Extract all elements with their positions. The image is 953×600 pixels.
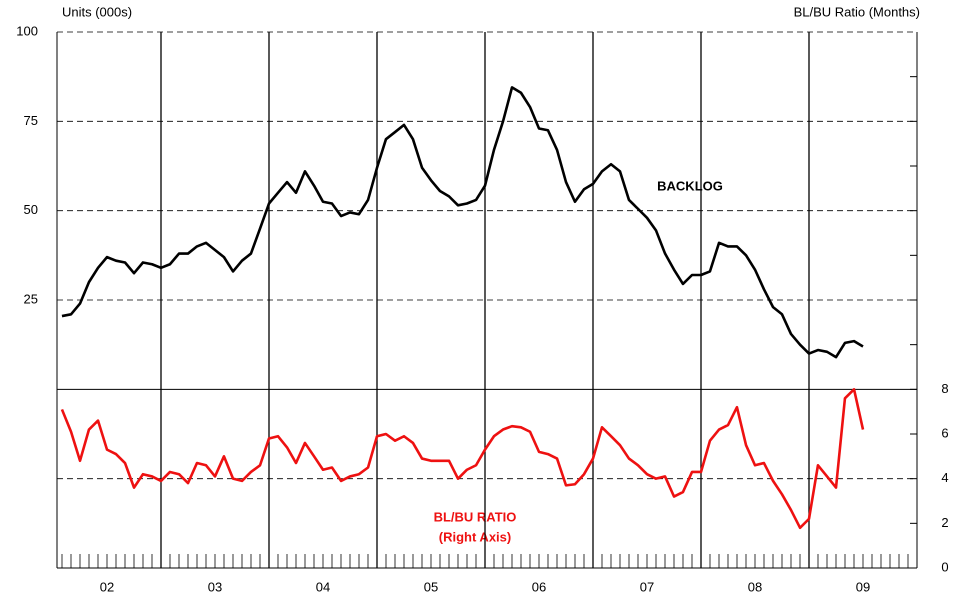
x-tick-label: 04 — [316, 579, 330, 594]
ratio-annotation-sub: (Right Axis) — [439, 529, 511, 544]
left-axis-label: Units (000s) — [62, 4, 132, 19]
x-tick-label: 09 — [856, 579, 870, 594]
series-line — [61, 86, 864, 359]
x-tick-label: 07 — [640, 579, 654, 594]
y2-tick-label: 4 — [941, 470, 948, 485]
x-tick-label: 08 — [748, 579, 762, 594]
y2-tick-label: 0 — [941, 559, 948, 574]
y2-tick-label: 2 — [941, 515, 948, 530]
y2-tick-label: 6 — [941, 425, 948, 440]
x-tick-label: 02 — [100, 579, 114, 594]
y-tick-label: 50 — [24, 202, 38, 217]
x-tick-label: 03 — [208, 579, 222, 594]
y-tick-label: 100 — [16, 23, 38, 38]
x-tick-label: 05 — [424, 579, 438, 594]
y-tick-label: 75 — [24, 113, 38, 128]
backlog-annotation: BACKLOG — [657, 178, 723, 193]
x-tick-label: 06 — [532, 579, 546, 594]
y-tick-label: 25 — [24, 291, 38, 306]
right-axis-label: BL/BU Ratio (Months) — [794, 4, 920, 19]
series-line — [60, 388, 865, 530]
y2-tick-label: 8 — [941, 381, 948, 396]
ratio-annotation: BL/BU RATIO — [434, 509, 517, 524]
